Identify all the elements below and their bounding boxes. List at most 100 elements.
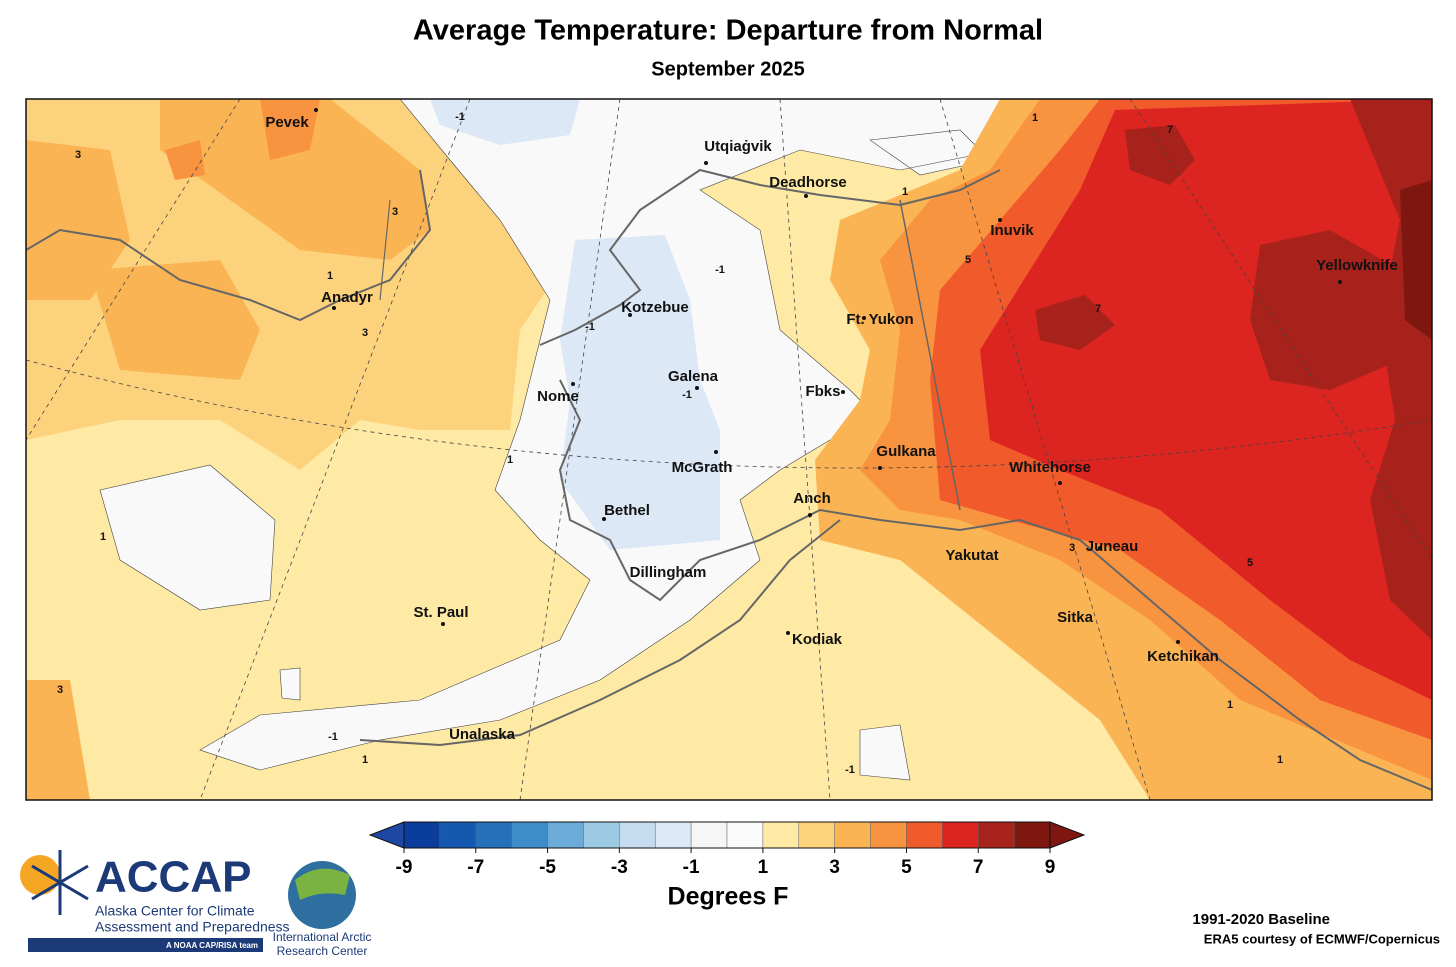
colorbar-bin [906, 821, 943, 849]
city-dot [695, 386, 699, 390]
city-dot [998, 218, 1002, 222]
map-frame [25, 98, 1433, 801]
city-label: Gulkana [876, 443, 936, 460]
city-dot [804, 194, 808, 198]
colorbar-bin [654, 821, 692, 849]
city-label: Sitka [1057, 609, 1094, 626]
coastline [26, 168, 1432, 791]
city-dot [1176, 640, 1180, 644]
city-label: Galena [668, 368, 719, 385]
city-dot [332, 306, 336, 310]
colorbar-tick-label: -7 [467, 857, 484, 878]
city-dot [314, 108, 318, 112]
contour-label: 7 [1095, 303, 1101, 315]
contour-label: 5 [965, 254, 971, 266]
region [26, 99, 430, 800]
subtitle: September 2025 [651, 58, 804, 80]
colorbar-tick-label: -3 [611, 857, 628, 878]
logo-text: Alaska Center for Climate [95, 903, 255, 919]
baseline-note: 1991-2020 Baseline [1192, 911, 1330, 928]
colorbar-bin [798, 821, 835, 849]
city-dot [878, 466, 882, 470]
contour-label: 1 [327, 270, 333, 282]
logo-band [28, 938, 263, 952]
logo-snowflake [31, 850, 89, 915]
city-label: Utqiaġvik [704, 138, 772, 155]
colorbar-bin [403, 821, 441, 849]
colorbar-bin [690, 821, 728, 849]
region [1400, 180, 1432, 340]
colorbar-bin [475, 821, 512, 849]
contour-label: 7 [1167, 124, 1173, 136]
city-dot [571, 382, 575, 386]
city-label: Anch [793, 490, 831, 507]
colorbar-bin [511, 821, 548, 849]
colorbar-bin [942, 821, 979, 849]
city-dot [786, 631, 790, 635]
colorbar-under [368, 821, 405, 849]
region [165, 99, 320, 180]
logo-text: International Arctic [273, 930, 372, 944]
colorbar-tick-label: 7 [973, 857, 984, 878]
region [26, 99, 560, 470]
colorbar-bin [1013, 821, 1051, 849]
contour-label: -1 [455, 111, 465, 123]
title: Average Temperature: Departure from Norm… [413, 15, 1043, 47]
city-dot [602, 517, 606, 521]
logo-text: Research Center [277, 944, 368, 958]
city-label: Deadhorse [769, 174, 847, 191]
contour-label: 1 [1227, 699, 1233, 711]
colorbar-tick-label: 9 [1045, 857, 1056, 878]
contour-label: 3 [362, 327, 368, 339]
city-label: Dillingham [630, 564, 707, 581]
colorbar-over [1049, 821, 1086, 849]
city-label: Inuvik [990, 222, 1034, 239]
city-label: Kodiak [792, 631, 843, 648]
logo-sun [20, 855, 60, 895]
city-dot [841, 390, 845, 394]
city-dot [714, 450, 718, 454]
contour-label: 1 [100, 531, 106, 543]
iarc-logo: International Arctic Research Center [273, 861, 372, 958]
city-label: Unalaska [449, 726, 516, 743]
contour-label: -1 [845, 764, 855, 776]
city-label: Yakutat [945, 547, 998, 564]
contour-label: -1 [715, 264, 725, 276]
graticule [26, 99, 1432, 800]
city-label: Pevek [265, 114, 309, 131]
colorbar-frame [403, 821, 1051, 849]
logo-title: ACCAP [95, 853, 251, 902]
city-label: Juneau [1086, 538, 1139, 555]
map [26, 99, 1432, 800]
city-label: Anadyr [321, 289, 373, 306]
city-dot [1098, 546, 1102, 550]
city-label: McGrath [672, 459, 733, 476]
city-label: Fbks [805, 383, 840, 400]
colorbar-bin [439, 821, 477, 849]
colorbar-bin [977, 821, 1015, 849]
colorbar-tick-label: -5 [539, 857, 556, 878]
accap-logo: ACCAP Alaska Center for Climate Assessme… [20, 850, 290, 952]
city-dot [808, 513, 812, 517]
region [430, 99, 720, 550]
contour-label: 3 [392, 206, 398, 218]
credit-note: ERA5 courtesy of ECMWF/Copernicus [1204, 931, 1440, 946]
city-label: St. Paul [413, 604, 468, 621]
colorbar-tick-label: 3 [829, 857, 840, 878]
colorbar-bin [547, 821, 584, 849]
colorbar-tick-label: -9 [396, 857, 413, 878]
contour-label: 1 [507, 454, 513, 466]
contour-label: 1 [1277, 754, 1283, 766]
contour-label: -1 [328, 731, 338, 743]
logo-text: Assessment and Preparedness [95, 919, 290, 935]
city-dot [862, 316, 866, 320]
colorbar-tick-label: 5 [901, 857, 912, 878]
contour-label: 1 [362, 754, 368, 766]
colorbar-tick-label: 1 [758, 857, 769, 878]
colorbar-bin [583, 821, 620, 849]
contour-label: -1 [585, 321, 595, 333]
city-dot [441, 622, 445, 626]
city-dot [1058, 481, 1062, 485]
colorbar-bin [726, 821, 764, 849]
